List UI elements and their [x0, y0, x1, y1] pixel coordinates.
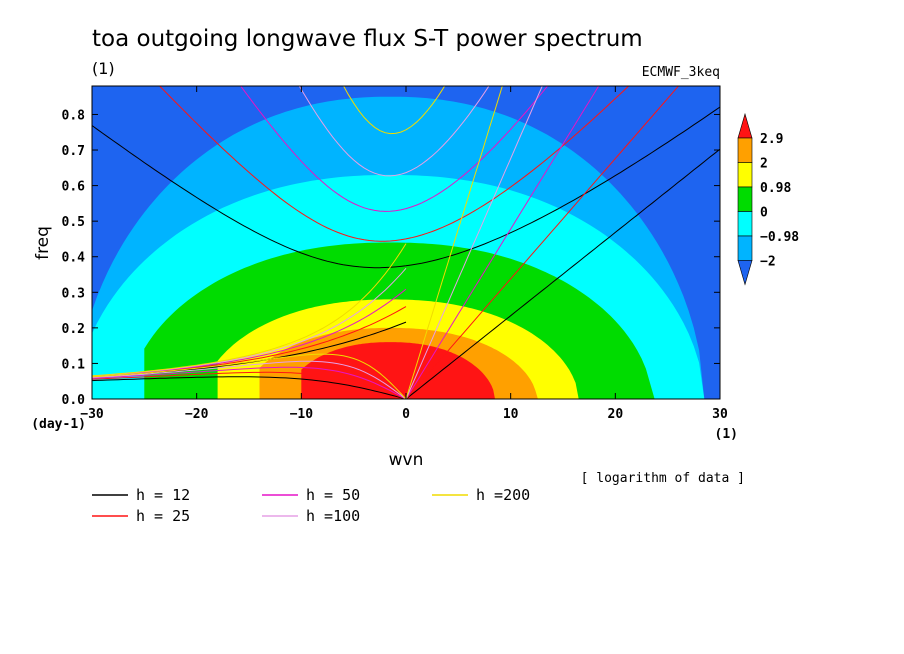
kelvin-wave-curve — [405, 86, 543, 399]
x-tick-label: −10 — [290, 407, 314, 422]
colorbar-under-arrow — [737, 260, 753, 286]
y-tick-label: 0.6 — [62, 180, 86, 195]
legend-label: h =200 — [476, 486, 530, 504]
legend-label: h =100 — [306, 507, 360, 525]
y-tick-label: 0.7 — [62, 144, 85, 159]
colorbar-label: 2 — [760, 157, 768, 172]
kelvin-wave-curve — [405, 86, 680, 399]
colorbar-box — [737, 235, 753, 261]
chart-title: toa outgoing longwave flux S-T power spe… — [92, 26, 643, 52]
legend-label: h = 12 — [136, 486, 190, 504]
x-tick-label: −20 — [185, 407, 209, 422]
colorbar-label: −0.98 — [760, 230, 799, 245]
rossby-wave-curve — [92, 366, 407, 399]
log-note: [ logarithm of data ] — [581, 471, 745, 486]
y-tick-label: 0.0 — [62, 393, 86, 408]
x-axis-label: wvn — [389, 450, 424, 470]
contour-band — [301, 342, 511, 399]
y-tick-label: 0.3 — [62, 286, 85, 301]
colorbar-box — [737, 186, 753, 212]
inertia-gravity-curve — [343, 86, 446, 135]
colorbar: 2.9 2 0.98 0 −0.98 −2 — [737, 112, 799, 286]
chart-subtitle: (1) — [92, 59, 115, 78]
colorbar-label: 0.98 — [760, 181, 791, 196]
y-tick-label: 0.1 — [62, 357, 86, 372]
y-axis-label: freq — [33, 226, 53, 260]
y-tick-label: 0.2 — [62, 322, 85, 337]
x-axis-ticks: −30 −20 −10 0 10 20 30 — [80, 86, 728, 422]
legend: h = 12 h = 50 h =200 h = 25 h =100 — [92, 486, 530, 525]
y-unit-label: (day-1) — [31, 417, 86, 432]
rossby-wave-curve — [92, 371, 407, 399]
y-tick-label: 0.4 — [62, 251, 86, 266]
colorbar-label: 2.9 — [760, 132, 783, 147]
x-tick-label: 20 — [608, 407, 624, 422]
inertia-gravity-curve — [158, 86, 630, 242]
inertia-gravity-curve — [240, 86, 549, 212]
kelvin-wave-curve — [405, 148, 720, 399]
rossby-wave-curve — [92, 353, 407, 399]
dispersion-curves — [92, 86, 720, 399]
rossby-wave-curve — [92, 360, 407, 399]
inertia-gravity-curve — [92, 106, 720, 269]
colorbar-box — [737, 162, 753, 188]
plot-area — [92, 86, 720, 399]
y-tick-label: 0.5 — [62, 215, 85, 230]
y-tick-label: 0.8 — [62, 108, 86, 123]
x-tick-label: 30 — [712, 407, 728, 422]
x-tick-label: −30 — [80, 407, 104, 422]
contour-bands — [92, 86, 720, 399]
colorbar-over-arrow — [737, 112, 753, 139]
colorbar-label: −2 — [760, 255, 776, 270]
colorbar-box — [737, 137, 753, 163]
y-axis-ticks: 0.0 0.1 0.2 0.3 0.4 0.5 0.6 0.7 0.8 — [62, 108, 720, 408]
x-unit-label: (1) — [715, 427, 738, 442]
kelvin-wave-curve — [405, 86, 600, 399]
colorbar-label: 0 — [760, 206, 768, 221]
legend-label: h = 50 — [306, 486, 360, 504]
model-label: ECMWF_3keq — [642, 65, 720, 80]
rossby-wave-curve — [92, 376, 407, 399]
x-tick-label: 0 — [402, 407, 410, 422]
legend-label: h = 25 — [136, 507, 190, 525]
colorbar-box — [737, 211, 753, 237]
x-tick-label: 10 — [503, 407, 519, 422]
mixed-rossby-gravity-curve — [92, 243, 407, 377]
inertia-gravity-curve — [298, 86, 490, 177]
kelvin-wave-curve — [405, 86, 503, 399]
